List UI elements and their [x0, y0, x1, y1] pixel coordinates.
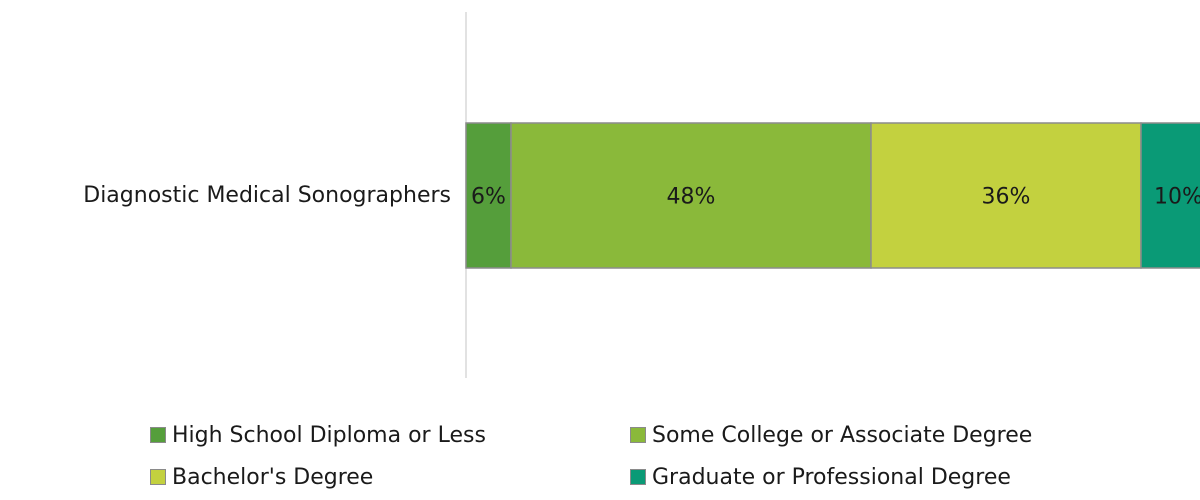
legend-swatch-graduate: [630, 469, 646, 485]
legend-item-high-school: High School Diploma or Less: [150, 420, 486, 450]
bar-segment-high-school: [465, 122, 512, 269]
legend-label-high-school: High School Diploma or Less: [172, 422, 486, 448]
bars-group: 6% 48% 36% 10%: [465, 122, 1200, 269]
bar-segment-graduate: [1140, 122, 1200, 269]
category-label: Diagnostic Medical Sonographers: [83, 183, 451, 208]
legend-item-some-college: Some College or Associate Degree: [630, 420, 1032, 450]
data-label-high-school: 6%: [471, 185, 506, 210]
bar-segment-some-college: [510, 122, 872, 269]
legend-item-bachelors: Bachelor's Degree: [150, 462, 373, 492]
legend-label-some-college: Some College or Associate Degree: [652, 422, 1033, 448]
legend-item-graduate: Graduate or Professional Degree: [630, 462, 1011, 492]
legend-label-bachelors: Bachelor's Degree: [172, 464, 374, 490]
legend-swatch-bachelors: [150, 469, 166, 485]
data-label-graduate: 10%: [1154, 185, 1200, 210]
data-label-some-college: 48%: [667, 185, 716, 210]
data-label-bachelors: 36%: [982, 185, 1031, 210]
legend-label-graduate: Graduate or Professional Degree: [652, 464, 1011, 490]
bar-segment-bachelors: [870, 122, 1142, 269]
legend: High School Diploma or Less Some College…: [150, 420, 1150, 500]
legend-swatch-high-school: [150, 427, 166, 443]
legend-swatch-some-college: [630, 427, 646, 443]
